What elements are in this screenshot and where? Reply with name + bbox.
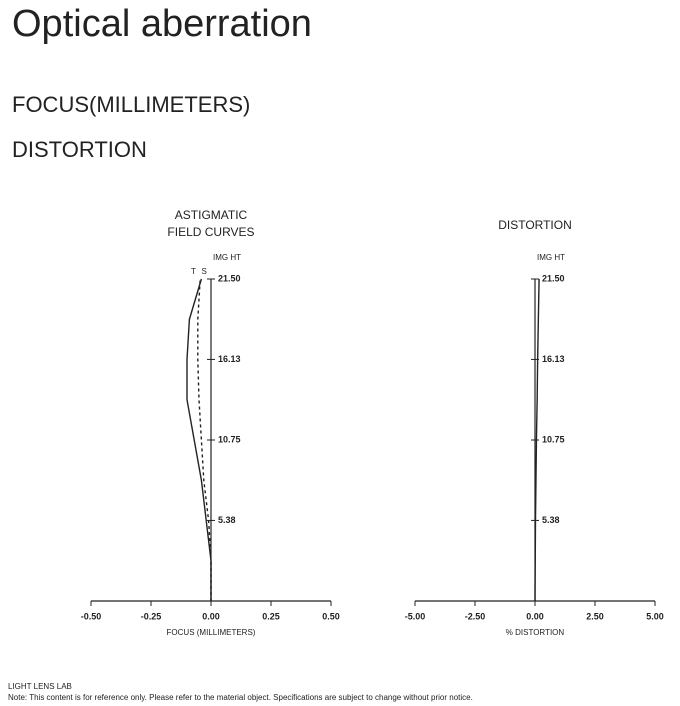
series-label: S (202, 267, 207, 276)
y-tick-label: 5.38 (218, 515, 236, 525)
y-tick-label: 10.75 (218, 434, 241, 444)
chart-title: FIELD CURVES (167, 225, 254, 239)
footer-brand: LIGHT LENS LAB (8, 682, 72, 691)
x-tick-label: 0.00 (202, 611, 220, 621)
x-axis-label: FOCUS (MILLIMETERS) (167, 628, 256, 637)
y-tick-label: 10.75 (542, 434, 565, 444)
y-tick-label: 5.38 (542, 515, 560, 525)
y-axis-label: IMG HT (537, 253, 565, 262)
x-tick-label: 5.00 (646, 611, 664, 621)
y-tick-label: 21.50 (542, 273, 565, 283)
page-title: Optical aberration (12, 3, 312, 45)
y-axis-label: IMG HT (213, 253, 241, 262)
curve (534, 278, 540, 602)
curve (186, 278, 212, 601)
chart-title: ASTIGMATIC (175, 208, 248, 222)
footer-note: Note: This content is for reference only… (8, 693, 473, 702)
x-tick-label: -0.50 (81, 611, 102, 621)
x-tick-label: -0.25 (141, 611, 162, 621)
heading: FOCUS(MILLIMETERS) (12, 92, 250, 117)
x-tick-label: 0.50 (322, 611, 340, 621)
y-tick-label: 21.50 (218, 273, 241, 283)
x-tick-label: 2.50 (586, 611, 604, 621)
y-tick-label: 16.13 (218, 354, 241, 364)
x-axis-label: % DISTORTION (506, 628, 565, 637)
y-tick-label: 16.13 (542, 354, 565, 364)
heading: DISTORTION (12, 137, 147, 162)
x-tick-label: 0.00 (526, 611, 544, 621)
x-tick-label: -2.50 (465, 611, 486, 621)
x-tick-label: 0.25 (262, 611, 280, 621)
series-label: T (191, 267, 196, 276)
x-tick-label: -5.00 (405, 611, 426, 621)
chart-title: DISTORTION (498, 218, 572, 232)
